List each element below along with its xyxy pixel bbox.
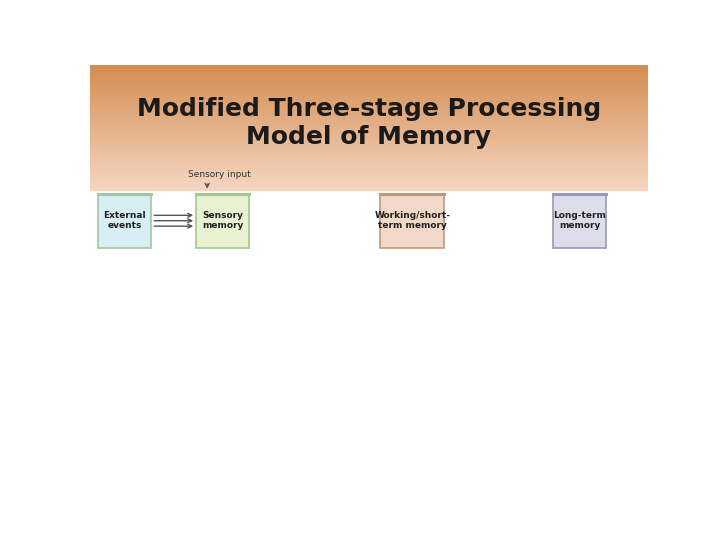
Bar bbox=[90, 132, 648, 133]
Text: Working/short-
term memory: Working/short- term memory bbox=[374, 211, 450, 231]
Bar bbox=[90, 155, 648, 157]
Bar bbox=[90, 166, 648, 168]
Bar bbox=[90, 113, 648, 114]
Bar bbox=[90, 105, 648, 107]
Bar bbox=[90, 104, 648, 105]
Bar bbox=[90, 174, 648, 176]
Text: External
events: External events bbox=[104, 211, 146, 231]
Bar bbox=[90, 66, 648, 68]
Bar bbox=[90, 110, 648, 112]
Bar bbox=[90, 149, 648, 151]
Bar bbox=[90, 76, 648, 77]
Bar bbox=[90, 127, 648, 129]
Bar bbox=[90, 109, 648, 110]
Bar bbox=[90, 124, 648, 126]
Bar bbox=[90, 84, 648, 85]
Bar bbox=[90, 94, 648, 96]
Bar bbox=[90, 185, 648, 186]
Bar bbox=[90, 99, 648, 100]
Bar bbox=[90, 107, 648, 109]
Bar bbox=[90, 182, 648, 183]
Bar bbox=[90, 79, 648, 80]
Bar bbox=[90, 65, 648, 66]
Bar bbox=[90, 114, 648, 116]
Bar bbox=[90, 98, 648, 99]
Bar bbox=[90, 130, 648, 132]
Bar bbox=[90, 82, 648, 84]
Text: Sensory
memory: Sensory memory bbox=[202, 211, 243, 231]
Bar bbox=[90, 133, 648, 135]
Bar bbox=[90, 172, 648, 174]
FancyBboxPatch shape bbox=[380, 194, 444, 248]
Bar bbox=[90, 88, 648, 90]
Bar bbox=[90, 137, 648, 138]
Bar bbox=[90, 140, 648, 141]
Bar bbox=[90, 158, 648, 160]
Bar bbox=[90, 121, 648, 123]
Bar bbox=[90, 183, 648, 185]
Bar bbox=[90, 141, 648, 143]
Bar bbox=[90, 70, 648, 71]
Bar bbox=[90, 93, 648, 94]
Bar bbox=[90, 152, 648, 154]
Bar bbox=[90, 119, 648, 121]
Bar bbox=[90, 86, 648, 88]
Bar bbox=[90, 188, 648, 190]
Bar bbox=[90, 123, 648, 124]
Bar bbox=[90, 91, 648, 93]
Bar bbox=[90, 118, 648, 119]
Bar bbox=[90, 144, 648, 146]
Bar bbox=[90, 138, 648, 140]
Bar bbox=[90, 186, 648, 188]
Bar bbox=[90, 151, 648, 152]
Bar bbox=[90, 154, 648, 155]
Bar bbox=[90, 72, 648, 74]
Bar bbox=[90, 100, 648, 102]
Bar bbox=[90, 168, 648, 169]
Bar bbox=[90, 90, 648, 91]
Bar bbox=[90, 68, 648, 70]
Bar bbox=[90, 176, 648, 177]
Bar bbox=[90, 147, 648, 149]
Bar bbox=[90, 161, 648, 163]
Bar bbox=[90, 116, 648, 118]
Bar bbox=[90, 102, 648, 104]
Bar bbox=[90, 171, 648, 172]
FancyBboxPatch shape bbox=[196, 194, 249, 248]
FancyBboxPatch shape bbox=[553, 194, 606, 248]
Bar bbox=[90, 80, 648, 82]
Bar bbox=[90, 180, 648, 182]
Bar bbox=[90, 177, 648, 179]
Bar bbox=[90, 96, 648, 98]
Bar bbox=[90, 179, 648, 180]
FancyBboxPatch shape bbox=[99, 194, 151, 248]
Bar bbox=[90, 157, 648, 158]
Bar bbox=[90, 160, 648, 161]
Bar bbox=[90, 143, 648, 144]
Bar bbox=[90, 71, 648, 72]
Bar bbox=[90, 135, 648, 137]
Bar bbox=[90, 77, 648, 79]
Bar bbox=[90, 74, 648, 76]
Bar bbox=[90, 169, 648, 171]
Text: Modified Three-stage Processing
Model of Memory: Modified Three-stage Processing Model of… bbox=[137, 97, 601, 149]
Bar bbox=[90, 112, 648, 113]
Text: Sensory input: Sensory input bbox=[188, 170, 251, 179]
Bar bbox=[90, 129, 648, 130]
Bar bbox=[90, 165, 648, 166]
Bar bbox=[90, 163, 648, 165]
Bar bbox=[90, 146, 648, 147]
Bar bbox=[90, 126, 648, 127]
Text: Long-term
memory: Long-term memory bbox=[553, 211, 606, 231]
Bar bbox=[90, 85, 648, 86]
